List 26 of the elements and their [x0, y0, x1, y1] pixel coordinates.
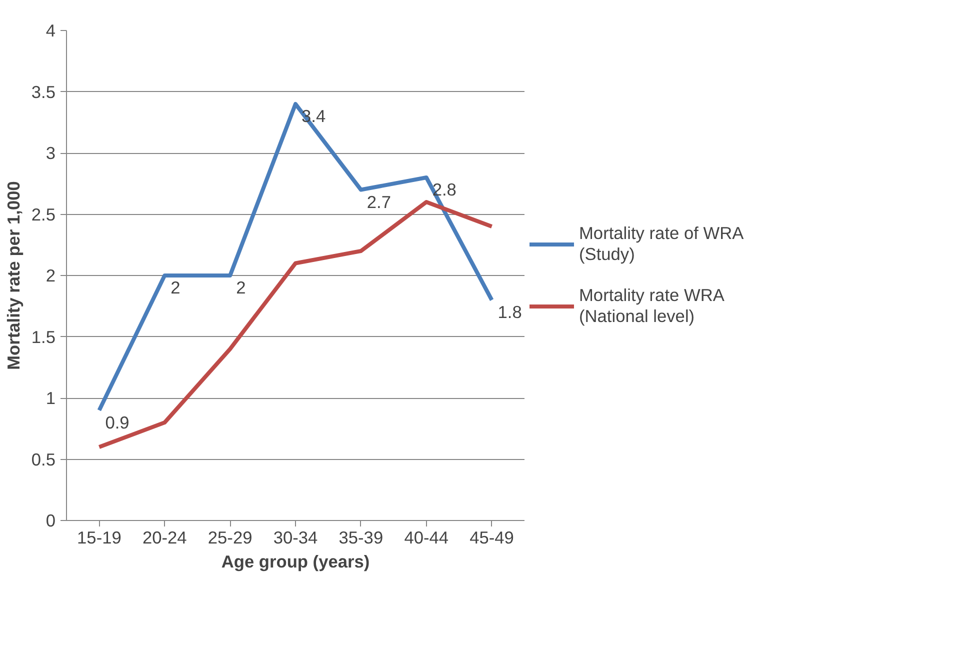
data-label: 2: [170, 278, 180, 298]
y-tick-label: 2: [46, 266, 56, 286]
data-label: 1.8: [498, 302, 522, 322]
line-series: [97, 102, 494, 412]
data-label: 0.9: [105, 412, 130, 432]
y-tick-label: 0: [46, 510, 56, 530]
y-axis-title: Mortality rate per 1,000: [3, 181, 24, 370]
data-label: 2: [236, 278, 246, 298]
y-tick-label: 4: [46, 20, 56, 40]
y-tick-label: 1.5: [31, 326, 56, 347]
x-tick-label: 20-24: [142, 528, 188, 548]
y-tick-label: 3: [46, 143, 56, 163]
y-tick-label: 0.5: [31, 449, 56, 470]
legend-label: Mortality rate of WRA (Study): [579, 223, 744, 265]
data-label: 2.7: [366, 192, 392, 212]
legend-label: Mortality rate WRA (National level): [579, 285, 724, 327]
x-tick-label: 40-44: [404, 528, 449, 548]
x-tick-label: 15-19: [77, 528, 122, 548]
y-tick-label: 2.5: [31, 204, 56, 224]
x-tick-label: 45-49: [470, 528, 514, 548]
y-tick-label: 1: [46, 388, 56, 408]
x-tick-label: 25-29: [208, 528, 252, 548]
x-axis-title: Age group (years): [221, 552, 370, 572]
x-tick-label: 30-34: [273, 528, 318, 548]
x-tick-label: 35-39: [338, 528, 384, 548]
y-tick-label: 3.5: [31, 82, 56, 102]
